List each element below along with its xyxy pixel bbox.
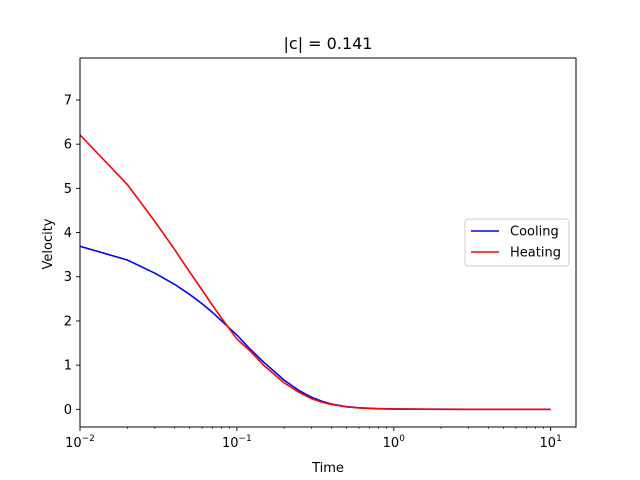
y-tick-label-5: 5	[64, 182, 72, 197]
legend-label-0: Cooling	[510, 225, 559, 240]
legend: Cooling Heating	[464, 218, 570, 267]
x-tick-label-3: 101	[540, 434, 562, 451]
y-tick-label-0: 0	[64, 403, 72, 418]
axes-frame	[79, 57, 577, 428]
x-tick-label-2: 100	[383, 434, 406, 451]
y-tick-label-7: 7	[64, 93, 72, 108]
x-axis-label: Time	[311, 461, 344, 476]
chart-title: |c| = 0.141	[284, 34, 373, 53]
x-tick-label-0: 10−2	[65, 434, 95, 451]
y-axis-label: Velocity	[41, 218, 56, 269]
y-tick-label-1: 1	[64, 359, 72, 374]
y-tick-label-2: 2	[64, 314, 72, 329]
y-tick-label-4: 4	[64, 226, 72, 241]
series-line-1	[80, 134, 551, 411]
y-tick-label-3: 3	[64, 270, 72, 285]
x-tick-label-1: 10−1	[222, 434, 252, 451]
y-tick-label-6: 6	[64, 138, 72, 153]
legend-label-1: Heating	[510, 246, 561, 261]
